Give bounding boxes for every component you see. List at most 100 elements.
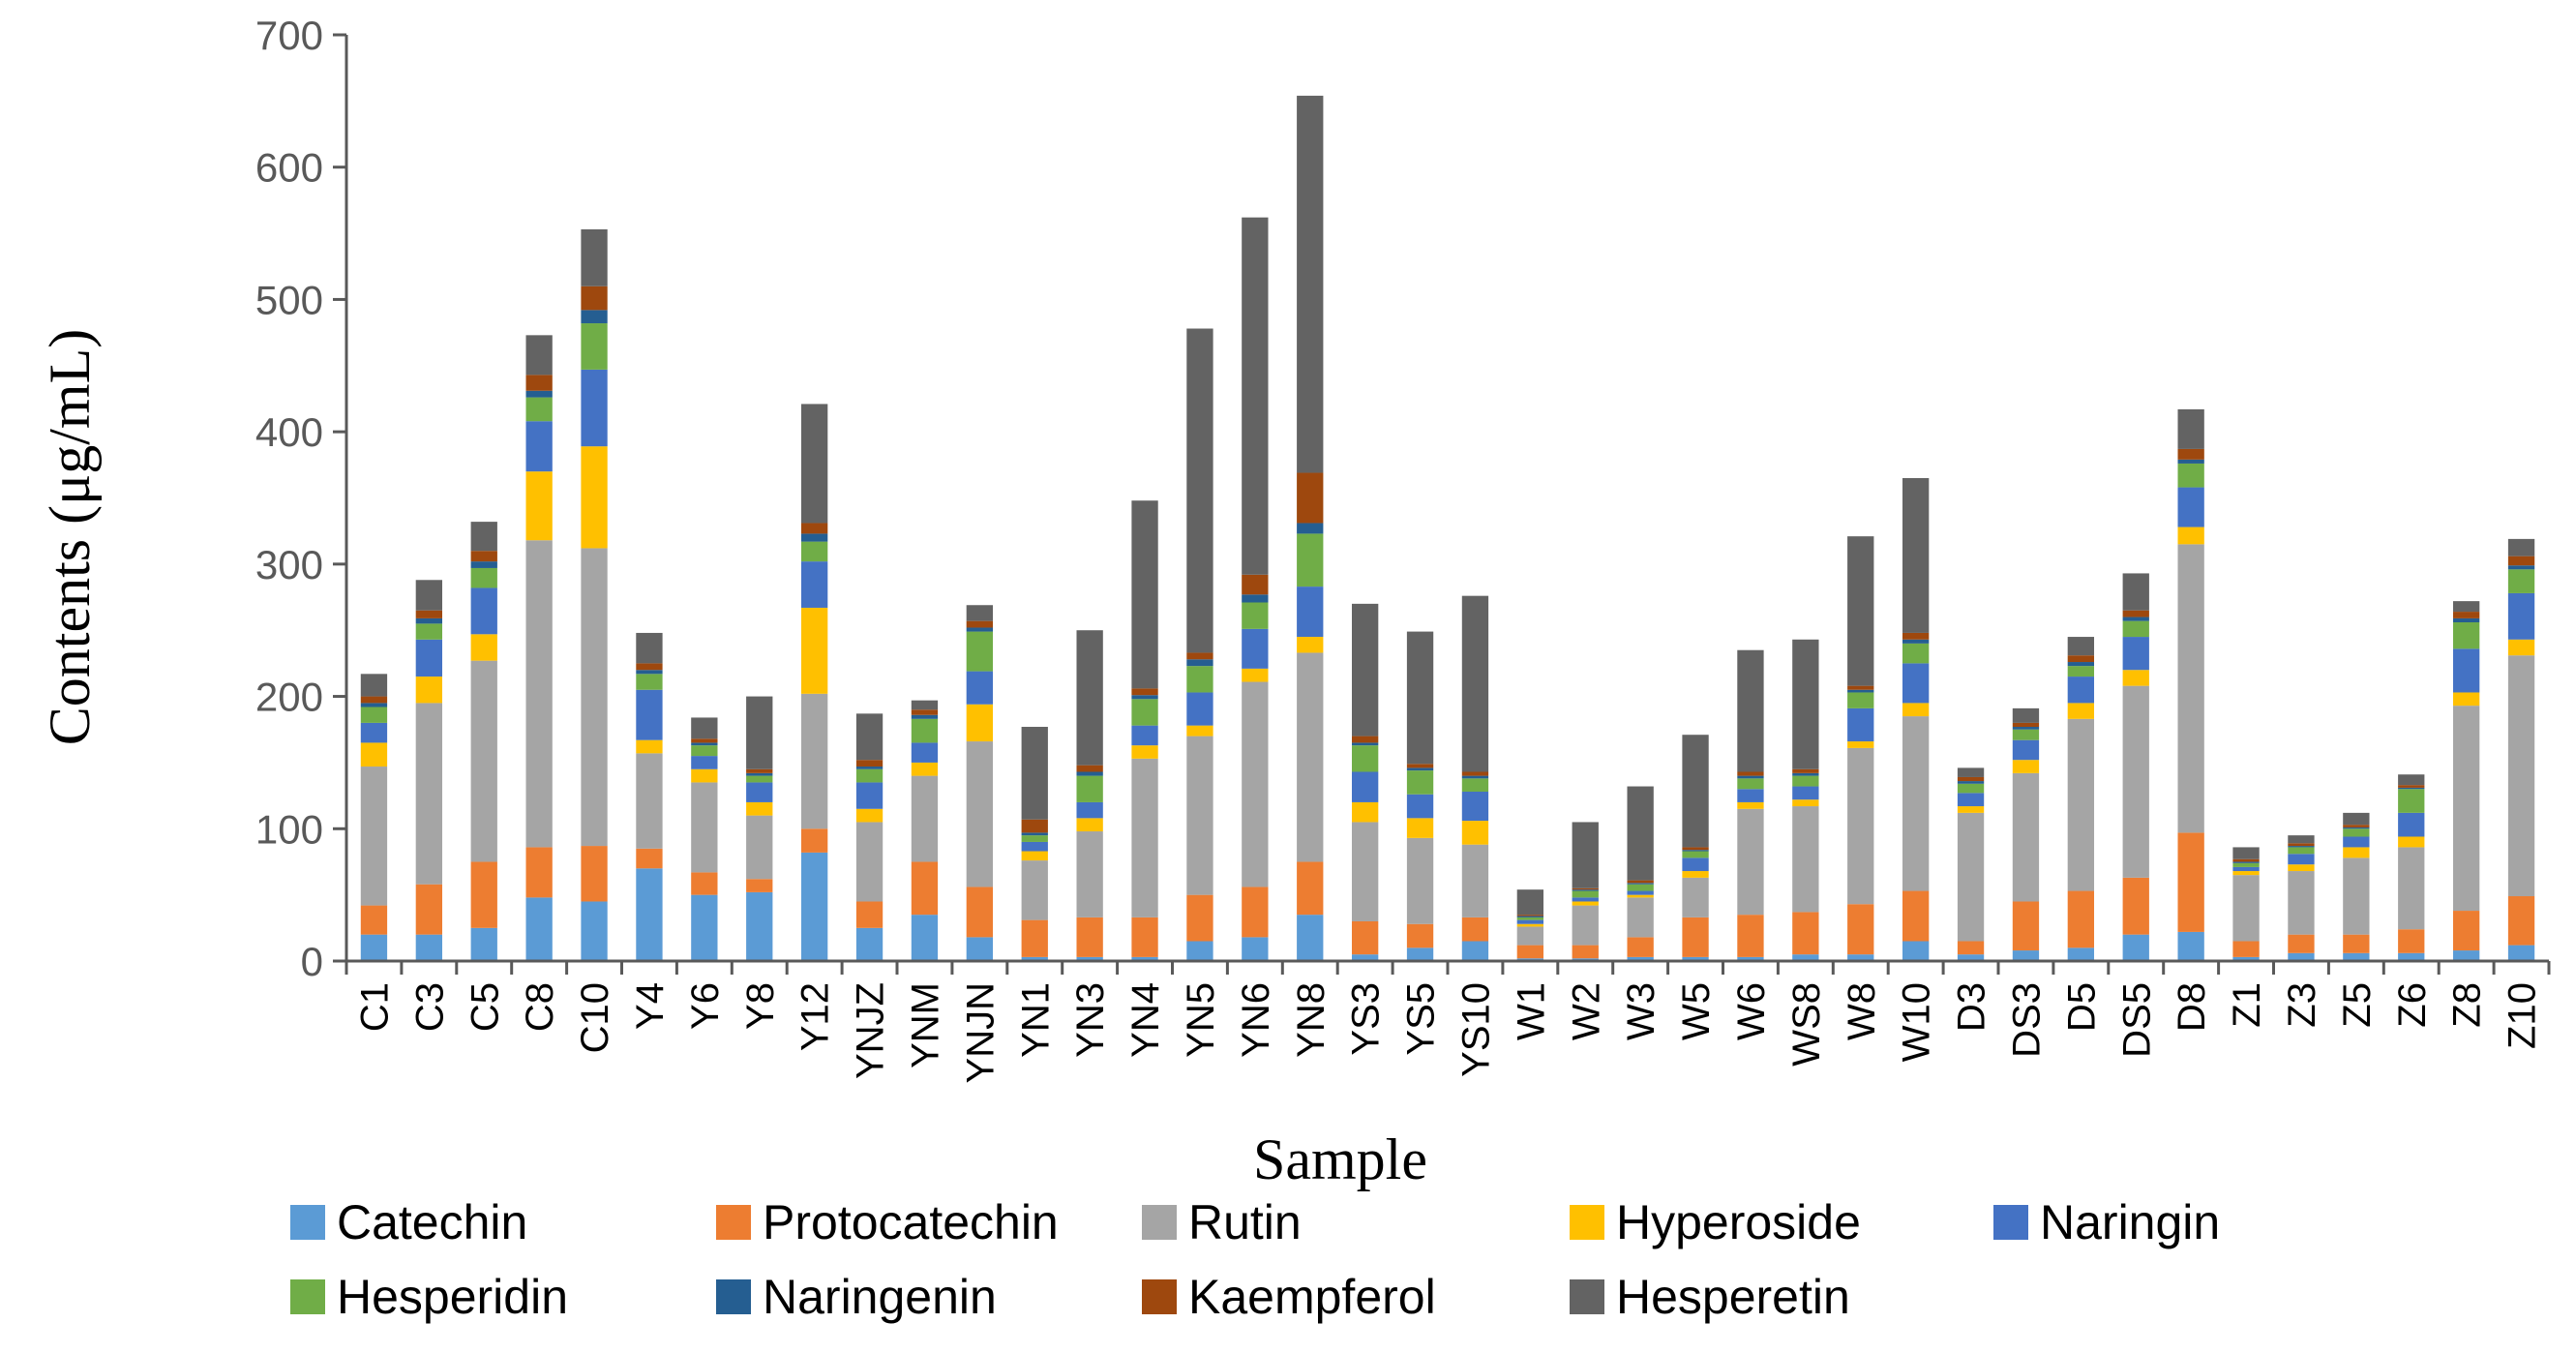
bar-segment xyxy=(2232,862,2260,867)
bar-segment xyxy=(911,709,939,715)
x-tick-label: C3 xyxy=(408,982,451,1032)
y-tick-label: 700 xyxy=(255,13,323,58)
bar-segment xyxy=(2067,718,2095,891)
bar-segment xyxy=(1682,956,1709,961)
x-tick-label: Z1 xyxy=(2226,982,2268,1028)
bar-segment xyxy=(1131,956,1158,961)
bar-segment xyxy=(1461,821,1489,845)
bar-segment xyxy=(1406,767,1434,771)
bar-segment xyxy=(1902,639,1930,644)
bar-segment xyxy=(1572,822,1599,888)
bar-segment xyxy=(1186,666,1213,693)
bar-segment xyxy=(1242,681,1269,887)
bar-segment xyxy=(2067,947,2095,961)
bar-segment xyxy=(1351,603,1379,737)
x-tick-label: D3 xyxy=(1951,982,1993,1032)
bar-segment xyxy=(2012,739,2040,761)
bar-segment xyxy=(1461,595,1489,772)
bar-segment xyxy=(1627,880,1654,884)
bar-segment xyxy=(966,605,994,621)
x-tick-label: YN4 xyxy=(1124,982,1167,1058)
bar-segment xyxy=(1351,920,1379,955)
bar-segment xyxy=(581,846,608,902)
bar-segment xyxy=(1297,586,1324,638)
bar-segment xyxy=(2507,538,2535,556)
bar-segment xyxy=(746,775,773,783)
legend-label: Kaempferol xyxy=(1188,1270,1436,1324)
bar-segment xyxy=(2398,812,2425,837)
bar-segment xyxy=(1242,574,1269,595)
bar-segment xyxy=(1242,602,1269,629)
x-tick-label: Z8 xyxy=(2446,982,2489,1028)
x-tick-label: Z3 xyxy=(2281,982,2323,1028)
bar-segment xyxy=(525,335,553,376)
legend-label: Hesperetin xyxy=(1616,1270,1850,1324)
x-tick-label: Z10 xyxy=(2501,982,2544,1049)
bar-segment xyxy=(691,756,718,769)
bar-segment xyxy=(746,772,773,776)
x-axis-title: Sample xyxy=(1253,1128,1427,1191)
bar-segment xyxy=(360,934,388,961)
bar-segment xyxy=(525,397,553,422)
bar-segment xyxy=(2232,858,2260,862)
bar-segment xyxy=(1351,954,1379,961)
bar-segment xyxy=(1627,937,1654,957)
bar-segment xyxy=(415,610,443,618)
bar-segment xyxy=(966,887,994,938)
bar-segment xyxy=(1461,792,1489,822)
legend-label: Catechin xyxy=(337,1195,527,1249)
bar-segment xyxy=(2177,463,2204,488)
bar-segment xyxy=(966,937,994,961)
x-tick-label: YN1 xyxy=(1014,982,1057,1058)
bar-segment xyxy=(2232,875,2260,942)
x-tick-label: YNJN xyxy=(959,982,1002,1083)
bar-segment xyxy=(2288,871,2315,935)
bar-segment xyxy=(1242,668,1269,682)
bar-segment xyxy=(2177,408,2204,449)
bar-segment xyxy=(2012,707,2040,723)
bar-segment xyxy=(2288,854,2315,865)
bar-segment xyxy=(2177,544,2204,833)
bar-segment xyxy=(966,631,994,672)
bar-segment xyxy=(1957,793,1985,807)
bar-segment xyxy=(581,548,608,847)
bar-segment xyxy=(1847,741,1874,748)
bar-segment xyxy=(746,801,773,816)
bar-segment xyxy=(2507,896,2535,946)
bar-segment xyxy=(1021,919,1048,957)
bar-segment xyxy=(1572,905,1599,946)
bar-segment xyxy=(746,782,773,802)
bar-segment xyxy=(470,522,497,552)
bar-segment xyxy=(855,822,884,902)
bar-segment xyxy=(2177,931,2204,961)
x-tick-label: YN8 xyxy=(1290,982,1333,1058)
legend-swatch xyxy=(1142,1279,1177,1314)
bar-segment xyxy=(2452,612,2480,618)
bar-segment xyxy=(2012,772,2040,902)
bar-segment xyxy=(1021,851,1048,861)
bar-segment xyxy=(1076,630,1103,766)
legend-label: Naringin xyxy=(2040,1195,2220,1249)
bar-segment xyxy=(1516,923,1544,927)
bar-segment xyxy=(1021,835,1048,842)
bar-segment xyxy=(966,704,994,742)
bar-segment xyxy=(470,861,497,928)
bar-segment xyxy=(911,718,939,743)
bar-segment xyxy=(2343,827,2370,829)
bar-segment xyxy=(2122,685,2149,878)
bar-segment xyxy=(1737,915,1764,957)
plot-area xyxy=(360,95,2535,961)
bar-segment xyxy=(1461,771,1489,776)
bar-segment xyxy=(2507,945,2535,961)
bar-segment xyxy=(360,696,388,704)
bar-segment xyxy=(1351,742,1379,746)
bar-segment xyxy=(636,670,663,675)
bar-segment xyxy=(1297,472,1324,524)
bar-segment xyxy=(966,741,994,887)
bar-segment xyxy=(415,639,443,677)
bar-segment xyxy=(2012,901,2040,951)
bar-segment xyxy=(1242,628,1269,669)
bar-segment xyxy=(525,540,553,848)
bar-segment xyxy=(1682,847,1709,851)
bar-segment xyxy=(2122,610,2149,617)
